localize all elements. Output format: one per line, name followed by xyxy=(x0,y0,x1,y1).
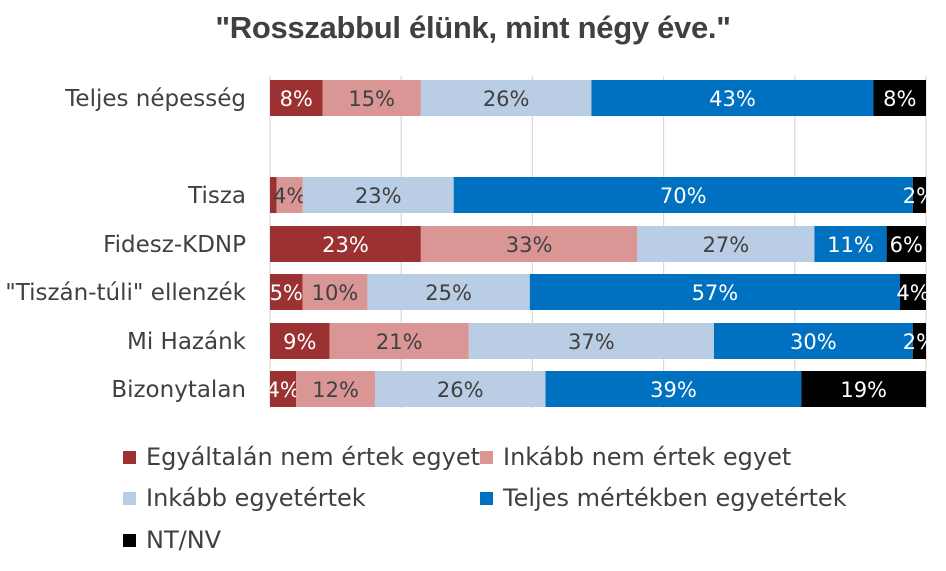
legend-swatch xyxy=(123,450,136,464)
chart-title: "Rosszabbul élünk, mint négy éve." xyxy=(215,10,731,45)
bar-segment xyxy=(322,80,421,116)
data-label: 8% xyxy=(883,87,916,111)
category-label: Teljes népesség xyxy=(64,86,246,112)
legend-swatch xyxy=(123,533,136,547)
data-label: 39% xyxy=(650,378,697,402)
bar-segment xyxy=(591,80,874,116)
bar-segment xyxy=(529,274,901,310)
legend-label: Inkább nem értek egyet xyxy=(503,443,792,471)
bar-segment xyxy=(886,226,926,262)
legend-label: Inkább egyetértek xyxy=(146,484,366,512)
bar-segment xyxy=(468,323,714,359)
bar-segment xyxy=(801,371,926,407)
data-label: 23% xyxy=(355,184,402,208)
data-label: 27% xyxy=(703,233,750,257)
bar-segment xyxy=(270,80,323,116)
bar-segment xyxy=(912,323,926,359)
bar-segment xyxy=(276,177,303,213)
bar-segment xyxy=(637,226,815,262)
data-label: 4% xyxy=(896,281,929,305)
category-label: Tisza xyxy=(187,183,246,209)
bar-segment xyxy=(270,177,277,213)
bar-row: 4% 23% 70% 2% xyxy=(270,177,936,213)
bar-segment xyxy=(420,80,592,116)
data-label: 25% xyxy=(425,281,472,305)
bar-row: 5% 10% 25% 57% 4% xyxy=(270,274,929,310)
data-label: 4% xyxy=(266,378,299,402)
bar-segment xyxy=(302,177,454,213)
data-label: 26% xyxy=(437,378,484,402)
bar-segment xyxy=(270,226,421,262)
legend-item: Egyáltalán nem értek egyet xyxy=(123,443,480,471)
bar-segment xyxy=(270,323,330,359)
legend-swatch xyxy=(480,491,493,505)
legend-swatch xyxy=(123,491,136,505)
data-label: 33% xyxy=(506,233,553,257)
data-label: 5% xyxy=(270,281,303,305)
bar-segment xyxy=(545,371,802,407)
bar-segment xyxy=(374,371,546,407)
data-label: 12% xyxy=(312,378,359,402)
data-label: 37% xyxy=(568,330,615,354)
data-label: 10% xyxy=(312,281,359,305)
bar-row: 9% 21% 37% 30% 2% xyxy=(270,323,936,359)
category-label: Fidesz-KDNP xyxy=(103,232,246,258)
bar-row: 8% 15% 26% 43% 8% xyxy=(270,80,926,116)
bar-segment xyxy=(296,371,375,407)
bar-segment xyxy=(329,323,469,359)
bar-segment xyxy=(302,274,368,310)
legend-label: NT/NV xyxy=(146,526,222,554)
data-label: 30% xyxy=(790,330,837,354)
data-label: 4% xyxy=(273,184,306,208)
data-label: 2% xyxy=(903,330,936,354)
data-label: 70% xyxy=(660,184,707,208)
bar-segment xyxy=(367,274,530,310)
bar-row: 4% 12% 26% 39% 19% xyxy=(266,371,926,407)
legend-label: Egyáltalán nem értek egyet xyxy=(146,443,481,471)
category-label: Bizonytalan xyxy=(111,377,246,403)
data-label: 21% xyxy=(376,330,423,354)
bar-segment xyxy=(270,274,303,310)
bar-segment xyxy=(270,371,297,407)
legend-item: Teljes mértékben egyetértek xyxy=(480,484,847,512)
data-label: 15% xyxy=(348,87,395,111)
category-label: Mi Hazánk xyxy=(127,329,247,355)
bar-segment xyxy=(453,177,913,213)
data-label: 9% xyxy=(283,330,316,354)
bar-segment xyxy=(814,226,887,262)
legend-label: Teljes mértékben egyetértek xyxy=(503,484,847,512)
data-label: 2% xyxy=(903,184,936,208)
bar-segment xyxy=(873,80,926,116)
bar-segment xyxy=(713,323,913,359)
data-label: 11% xyxy=(827,233,874,257)
data-label: 19% xyxy=(840,378,887,402)
data-label: 57% xyxy=(692,281,739,305)
bar-row: 23% 33% 27% 11% 6% xyxy=(270,226,926,262)
bar-segment xyxy=(420,226,638,262)
data-label: 8% xyxy=(280,87,313,111)
legend-item: Inkább egyetértek xyxy=(123,484,366,512)
bar-segment xyxy=(900,274,926,310)
data-label: 6% xyxy=(890,233,923,257)
legend-item: Inkább nem értek egyet xyxy=(480,443,791,471)
category-label: "Tiszán-túli" ellenzék xyxy=(5,280,246,306)
data-label: 26% xyxy=(483,87,530,111)
data-label: 43% xyxy=(709,87,756,111)
legend-item: NT/NV xyxy=(123,526,221,554)
bar-segment xyxy=(912,177,926,213)
legend-swatch xyxy=(480,450,493,464)
data-label: 23% xyxy=(322,233,369,257)
